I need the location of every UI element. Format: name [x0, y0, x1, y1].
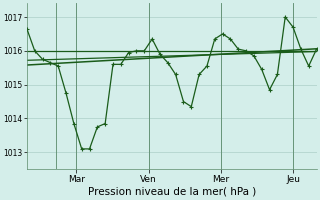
X-axis label: Pression niveau de la mer( hPa ): Pression niveau de la mer( hPa ): [88, 187, 256, 197]
